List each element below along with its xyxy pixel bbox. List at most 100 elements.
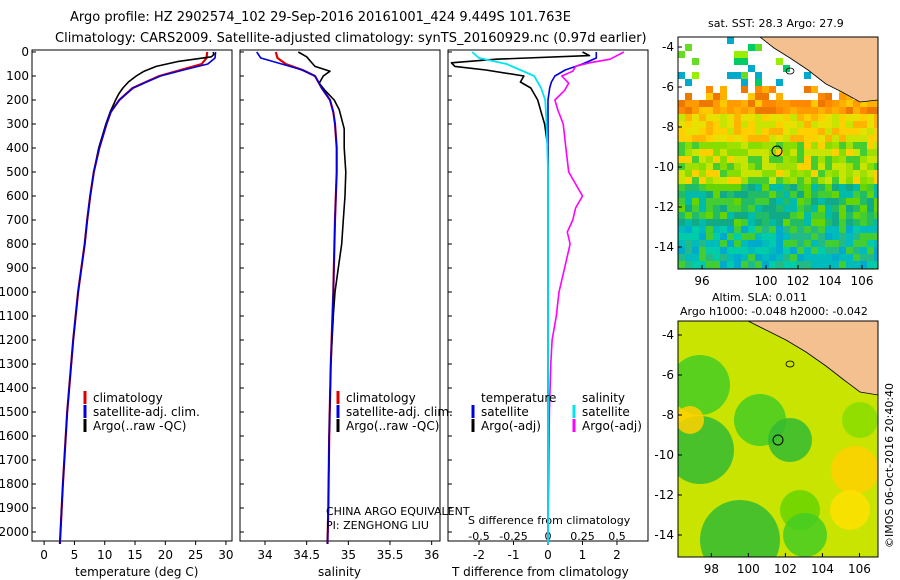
sst-cell — [804, 219, 811, 226]
sst-cell — [678, 170, 685, 177]
sst-cell — [839, 205, 846, 212]
depth-tick-label: 1800 — [0, 477, 29, 491]
sst-cell — [860, 142, 867, 149]
sst-cell — [860, 121, 867, 128]
sst-cell — [804, 240, 811, 247]
sst-cell — [832, 107, 839, 114]
sst-cell — [825, 107, 832, 114]
sst-cell — [685, 247, 692, 254]
sst-cell — [839, 107, 846, 114]
legend-label-t-satellite: satellite — [481, 405, 529, 419]
sst-cell — [692, 149, 699, 156]
sst-cell — [762, 128, 769, 135]
sst-cell — [748, 170, 755, 177]
sst-cell — [734, 107, 741, 114]
sst-cell — [741, 261, 748, 268]
sst-cell — [706, 219, 713, 226]
sst-cell — [818, 226, 825, 233]
sst-cell — [804, 156, 811, 163]
map-x-tick-label: 102 — [787, 274, 810, 288]
x-tick-label: 34 — [257, 548, 272, 562]
sla-field-blob — [678, 355, 730, 415]
sst-cell — [811, 156, 818, 163]
sst-cell — [734, 121, 741, 128]
sst-cell — [741, 58, 748, 65]
sst-cell — [741, 226, 748, 233]
legend-label-climatology: climatology — [346, 391, 416, 405]
sst-cell — [867, 142, 874, 149]
sst-cell — [839, 177, 846, 184]
sst-cell — [790, 135, 797, 142]
sst-cell — [832, 156, 839, 163]
map-x-tick-label: 100 — [755, 274, 778, 288]
sst-cell — [706, 170, 713, 177]
depth-tick-label: 100 — [6, 69, 29, 83]
sst-cell — [720, 184, 727, 191]
sla-field-blob — [768, 418, 812, 462]
map-y-tick-label: -4 — [662, 328, 674, 342]
argo-float-marker — [771, 145, 783, 157]
sst-cell — [867, 198, 874, 205]
x-tick-label: 25 — [188, 548, 203, 562]
sst-cell — [713, 254, 720, 261]
sst-cell — [860, 135, 867, 142]
sst-cell — [720, 121, 727, 128]
sst-cell — [818, 247, 825, 254]
sst-cell — [867, 212, 874, 219]
sst-cell — [825, 184, 832, 191]
sst-cell — [692, 240, 699, 247]
x-tick-label: 34.5 — [293, 548, 320, 562]
sst-cell — [776, 170, 783, 177]
sst-cell — [762, 114, 769, 121]
sst-cell — [685, 44, 692, 51]
sst-cell — [755, 149, 762, 156]
sst-cell — [846, 226, 853, 233]
sst-cell — [860, 212, 867, 219]
sst-cell — [769, 135, 776, 142]
sst-cell — [853, 142, 860, 149]
header-line-2: Climatology: CARS2009. Satellite-adjuste… — [55, 31, 647, 46]
sst-cell — [741, 254, 748, 261]
sst-cell — [776, 156, 783, 163]
sst-cell — [867, 226, 874, 233]
sst-cell — [727, 72, 734, 79]
sst-cell — [874, 261, 878, 268]
sst-cell — [867, 191, 874, 198]
sst-cell — [867, 107, 874, 114]
sst-cell — [846, 254, 853, 261]
sst-map-ticks: 96 100 102 104 106 -4 -6 -8 -10 -12 -14 — [654, 40, 873, 288]
sst-cell — [727, 149, 734, 156]
sst-cell — [783, 191, 790, 198]
sst-cell — [776, 191, 783, 198]
depth-tick-label: 1500 — [0, 405, 29, 419]
legend-label-argo: Argo(..raw -QC) — [93, 419, 186, 433]
sst-cell — [699, 114, 706, 121]
sst-cell — [825, 163, 832, 170]
sst-cell — [678, 261, 685, 268]
sst-cell — [685, 149, 692, 156]
sst-cell — [741, 247, 748, 254]
sst-cell — [867, 163, 874, 170]
sst-cell — [762, 261, 769, 268]
sst-cell — [811, 205, 818, 212]
sst-cell — [839, 170, 846, 177]
sst-cell — [699, 184, 706, 191]
sla-map-frame — [677, 320, 879, 558]
temperature-panel-frame — [31, 49, 233, 542]
sst-cell — [748, 44, 755, 51]
sst-cell — [755, 121, 762, 128]
sst-cell — [713, 142, 720, 149]
sst-cell — [699, 128, 706, 135]
sla-field-blob — [678, 406, 704, 434]
sst-cell — [839, 156, 846, 163]
sst-cell — [734, 100, 741, 107]
sst-cell — [790, 170, 797, 177]
sst-cell — [874, 170, 878, 177]
sst-cell — [867, 121, 874, 128]
sst-cell — [825, 149, 832, 156]
sst-cell — [790, 205, 797, 212]
sst-cell — [734, 226, 741, 233]
sst-cell — [762, 233, 769, 240]
sst-cell — [762, 163, 769, 170]
sst-cell — [706, 247, 713, 254]
